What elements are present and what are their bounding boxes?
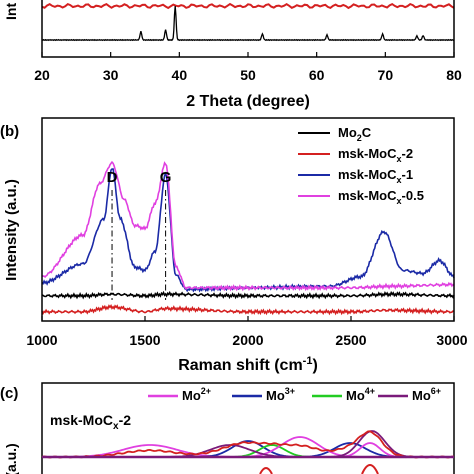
panel-a-tick-label: 20	[34, 67, 50, 83]
panel-c-sample-base: msk-MoC	[50, 412, 113, 428]
panel-b: (b) Intensity (a.u.) 1000 1500 2000 2500 300…	[0, 117, 468, 374]
panel-b-ylabel: Intensity (a.u.)	[3, 179, 20, 281]
panel-c-sample-rest: -2	[119, 412, 132, 428]
panel-a-tick-label: 70	[378, 67, 394, 83]
panel-b-xlabel-sup: -1	[303, 355, 313, 367]
panel-b-series	[41, 160, 455, 316]
panel-c-legend-label: Mo6+	[412, 386, 441, 403]
panel-b-series-line	[41, 303, 454, 316]
panel-a-frame	[41, 0, 455, 58]
panel-c-sample-label: msk-MoCx-2	[50, 412, 131, 432]
panel-b-legend-label: msk-MoCx-0.5	[338, 188, 424, 206]
panel-c: (c) (a.u.) Mo2+ Mo3+ Mo4+ Mo6+ msk-MoCx-2	[0, 382, 455, 474]
panel-a-series	[41, 2, 455, 42]
panel-b-ticks: 1000 1500 2000 2500 3000	[26, 316, 468, 348]
panel-b-tick-label: 1000	[26, 332, 57, 348]
panel-a: Int 20 30 40 50 60 70 80 2 Theta (degree)	[3, 0, 462, 110]
panel-c-legend-label: Mo4+	[346, 386, 375, 403]
panel-b-xlabel: Raman shift (cm-1)	[178, 355, 318, 374]
panel-c-lower-peak	[259, 467, 273, 474]
panel-a-tick-label: 50	[240, 67, 256, 83]
panel-a-xlabel: 2 Theta (degree)	[186, 93, 310, 110]
panel-a-series-red	[41, 2, 455, 10]
panel-b-tick-label: 2500	[335, 332, 366, 348]
panel-c-legend-label: Mo3+	[266, 386, 295, 403]
panel-b-xlabel-main: Raman shift (cm	[178, 357, 302, 374]
panel-b-legend: Mo2C msk-MoCx-2 msk-MoCx-1 msk-MoCx-0.5	[298, 125, 424, 206]
panel-c-frame	[41, 382, 455, 474]
panel-a-tick-label: 40	[172, 67, 188, 83]
panel-a-tick-label: 30	[103, 67, 119, 83]
panel-a-tick-label: 80	[446, 67, 462, 83]
panel-c-legend-label: Mo2+	[182, 386, 211, 403]
panel-c-envelope-curve	[41, 430, 454, 459]
panel-a-ticks: 20 30 40 50 60 70 80	[34, 52, 462, 83]
panel-a-ylabel: Int	[3, 3, 19, 20]
panel-c-label: (c)	[0, 385, 18, 402]
panel-b-legend-label: msk-MoCx-2	[338, 146, 413, 164]
panel-b-legend-label: msk-MoCx-1	[338, 167, 413, 185]
panel-a-series-black	[41, 5, 455, 42]
panel-b-series-line	[41, 160, 455, 292]
panel-c-lower-peak	[361, 464, 379, 474]
panel-b-series-line	[41, 290, 455, 300]
panel-b-label: (b)	[0, 123, 19, 140]
panel-b-peak-label: D	[107, 169, 118, 186]
panel-b-tick-label: 3000	[436, 332, 467, 348]
panel-b-xlabel-end: )	[312, 357, 317, 374]
panel-c-sample-sub: x	[113, 421, 119, 432]
panel-c-curves	[41, 430, 454, 474]
panel-b-legend-label: Mo2C	[338, 125, 372, 143]
panel-c-legend: Mo2+ Mo3+ Mo4+ Mo6+	[148, 386, 441, 403]
panel-b-tick-label: 1500	[129, 332, 160, 348]
panel-a-tick-label: 60	[309, 67, 325, 83]
panel-b-tick-label: 2000	[232, 332, 263, 348]
panel-c-ylabel: (a.u.)	[3, 443, 19, 474]
panel-b-peak-label: G	[160, 169, 172, 186]
